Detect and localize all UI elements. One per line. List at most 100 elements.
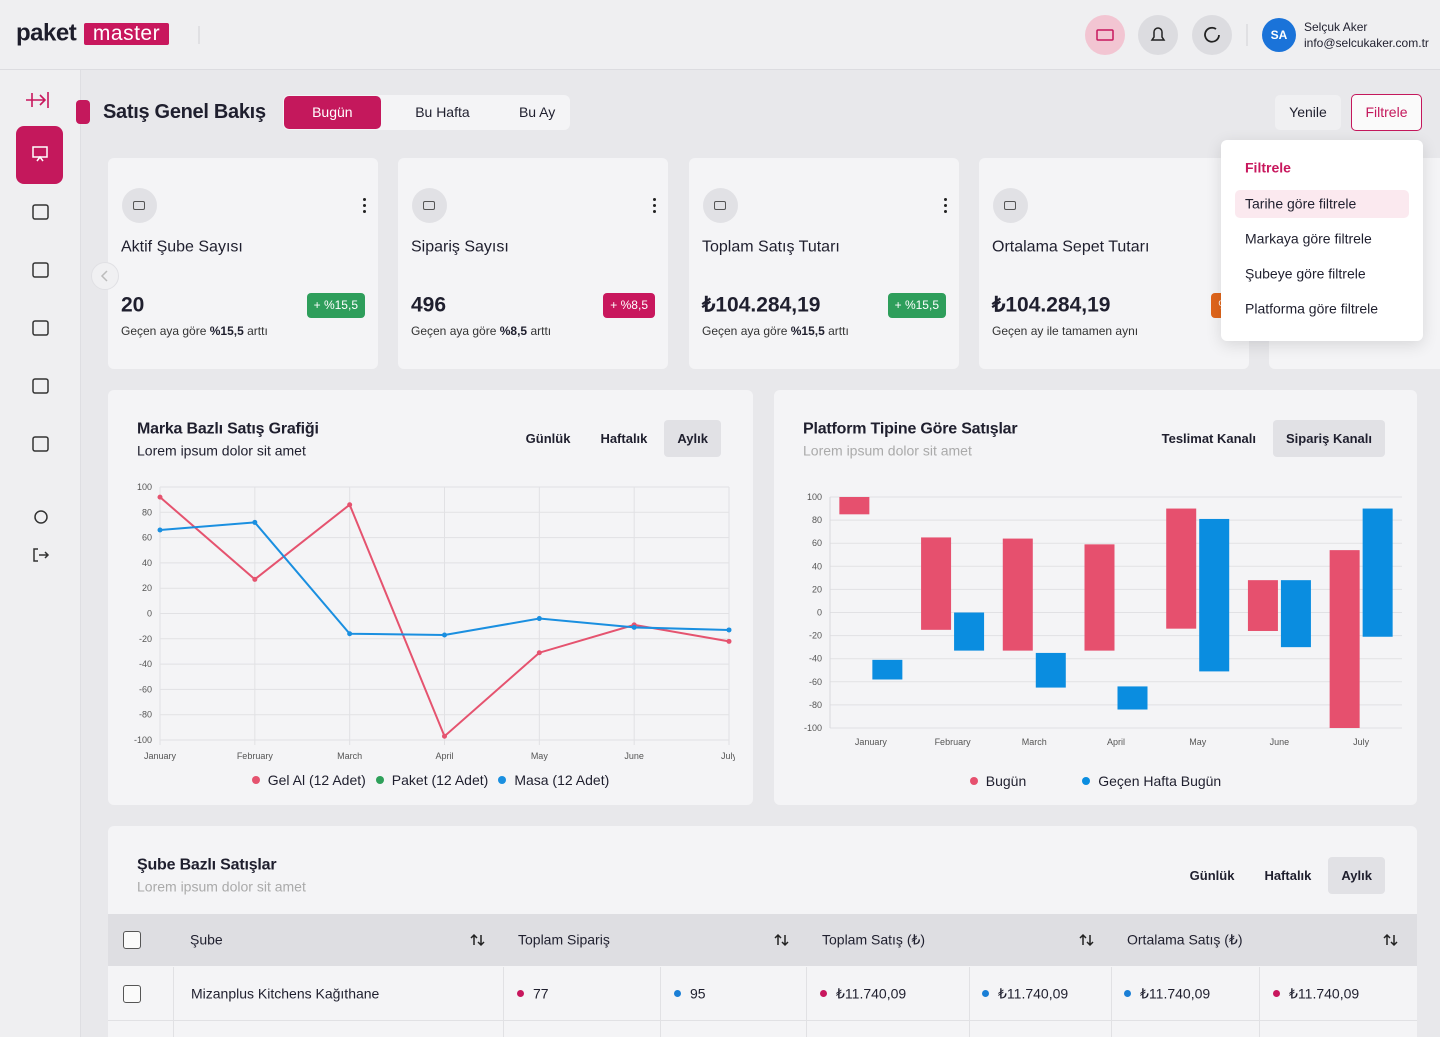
refresh-icon: [1204, 26, 1220, 43]
card-badge: + %8,5: [603, 293, 655, 318]
nav-icon[interactable]: [32, 320, 49, 336]
cell-value: ₺11.740,09: [1289, 985, 1360, 1002]
tab[interactable]: Günlük: [525, 431, 571, 446]
kebab-dot[interactable]: [363, 210, 366, 213]
card-value: 496: [411, 293, 447, 317]
page-title: Satış Genel Bakış: [103, 101, 266, 123]
period-tab[interactable]: Bu Ay: [518, 104, 556, 120]
y-tick-label: 100: [807, 492, 822, 502]
y-tick-label: -40: [139, 659, 152, 669]
y-tick-label: -80: [139, 710, 152, 720]
cell-value: ₺11.740,09: [1140, 985, 1211, 1002]
row-border: [108, 1020, 1417, 1021]
filter-item[interactable]: Markaya göre filtrele: [1245, 230, 1372, 247]
legend-label: Masa (12 Adet): [514, 772, 610, 788]
chevron: [100, 270, 108, 282]
kebab-dot[interactable]: [944, 204, 947, 207]
column-header: Toplam Satış (₺): [822, 931, 926, 948]
bar: [1199, 518, 1230, 672]
sort-icon[interactable]: [470, 932, 486, 948]
sort-icon[interactable]: [1383, 932, 1399, 948]
bell-button[interactable]: [1138, 15, 1178, 55]
cell-border: [173, 967, 174, 1020]
kebab-dot[interactable]: [653, 198, 656, 201]
tab[interactable]: Teslimat Kanalı: [1161, 431, 1257, 446]
y-tick-label: 0: [817, 608, 822, 618]
tab[interactable]: Sipariş Kanalı: [1273, 420, 1385, 457]
y-tick-label: -20: [139, 634, 152, 644]
nav-icon[interactable]: [32, 204, 49, 220]
nav-icon[interactable]: [32, 436, 49, 452]
period-tab[interactable]: Bugün: [284, 96, 381, 129]
legend-item: Geçen Hafta Bugün: [1082, 773, 1221, 789]
y-tick-label: -60: [809, 677, 822, 687]
tab[interactable]: Haftalık: [1264, 868, 1312, 883]
card-badge: + %15,5: [306, 293, 365, 318]
carousel-prev[interactable]: [91, 262, 119, 290]
filter-button[interactable]: Filtrele: [1351, 94, 1422, 131]
kebab-dot[interactable]: [363, 198, 366, 201]
card: Sipariş Sayısı 496 + %8,5 Geçen aya göre %8…: [398, 158, 668, 369]
logout-icon[interactable]: [33, 548, 50, 562]
filter-item[interactable]: Tarihe göre filtrele: [1245, 195, 1357, 212]
x-tick-label: January: [855, 737, 888, 747]
logo-box: master: [84, 23, 169, 45]
chevron-path: [100, 270, 108, 282]
tab[interactable]: Günlük: [1189, 868, 1235, 883]
cell-dot: [1273, 990, 1280, 997]
nav-icon[interactable]: [32, 262, 49, 278]
series-point: [536, 616, 542, 622]
avatar[interactable]: [1262, 18, 1296, 52]
branch-name: Mizanplus Kitchens Kağıthane: [191, 985, 380, 1002]
sort-icon[interactable]: [1079, 932, 1095, 948]
tab[interactable]: Haftalık: [600, 431, 648, 446]
chart-panel: Marka Bazlı Satış Grafiği Lorem ipsum dol…: [108, 390, 753, 805]
bar: [1035, 652, 1066, 688]
checkbox[interactable]: [123, 985, 141, 1003]
checkbox[interactable]: [123, 931, 141, 949]
legend: Gel Al (12 Adet) Paket (12 Adet) Masa (12 …: [108, 772, 753, 788]
settings-icon[interactable]: [34, 510, 48, 524]
sort-icon[interactable]: [774, 932, 790, 948]
period-tab[interactable]: Bu Hafta: [415, 104, 470, 120]
card-icon: [122, 188, 157, 223]
tabs: Günlük Haftalık Aylık: [513, 420, 721, 457]
legend-dot: [969, 777, 978, 785]
note-part: Geçen aya göre: [121, 323, 207, 338]
kebab-dot[interactable]: [944, 210, 947, 213]
kebab-dot[interactable]: [653, 210, 656, 213]
tabs: Teslimat Kanalı Sipariş Kanalı: [1149, 420, 1385, 457]
y-tick-label: -100: [134, 735, 152, 745]
active-nav[interactable]: [16, 126, 63, 184]
cell-border: [806, 1021, 807, 1037]
collapse-icon[interactable]: [26, 92, 49, 108]
table-panel: Şube Bazlı Satışlar Lorem ipsum dolor sit…: [108, 826, 1417, 1037]
refresh-button[interactable]: [1192, 15, 1232, 55]
bar: [1362, 508, 1393, 637]
tab[interactable]: Aylık: [664, 420, 721, 457]
kebab-dot[interactable]: [944, 198, 947, 201]
card-note: Geçen ay ile tamamen aynı: [992, 324, 1138, 338]
filter-item[interactable]: Şubeye göre filtrele: [1245, 265, 1366, 282]
bar: [1166, 508, 1197, 629]
series-point: [726, 638, 732, 644]
filter-item[interactable]: Platforma göre filtrele: [1245, 300, 1379, 317]
kebab-dot[interactable]: [653, 204, 656, 207]
note-part: arttı: [530, 323, 552, 338]
kebab-dot[interactable]: [363, 204, 366, 207]
sort-arrows: [470, 933, 485, 947]
bar: [1084, 544, 1115, 651]
tab[interactable]: Aylık: [1328, 857, 1385, 894]
nav-icon[interactable]: [32, 378, 49, 394]
card-icon-glyph: [1004, 201, 1016, 210]
printer-button[interactable]: [1085, 15, 1125, 55]
y-tick-label: 80: [142, 507, 152, 517]
nav-icon: [36, 155, 44, 162]
series-point: [157, 527, 163, 533]
printer-icon: [1096, 29, 1114, 41]
card: Aktif Şube Sayısı 20 + %15,5 Geçen aya göre…: [108, 158, 378, 369]
refresh-button[interactable]: Yenile: [1275, 95, 1341, 130]
